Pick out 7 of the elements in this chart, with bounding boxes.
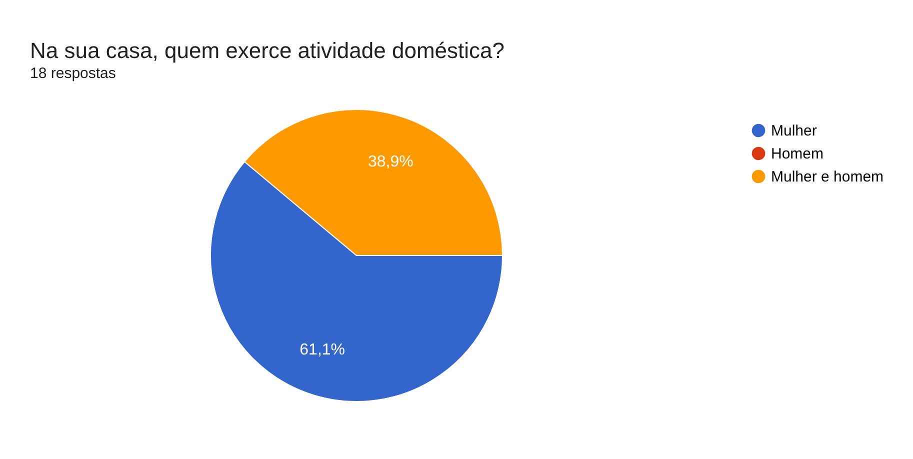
- text: 18 respostas: [30, 65, 116, 82]
- chart-title: Na sua casa, quem exerce atividade doméstica?: [30, 38, 504, 63]
- legend-label: Mulher: [771, 122, 817, 140]
- data-label: 61,1%: [300, 341, 346, 358]
- legend-label: Mulher e homem: [771, 168, 884, 186]
- data-label: 38,9%: [368, 154, 414, 171]
- legend-label: Homem: [771, 146, 824, 162]
